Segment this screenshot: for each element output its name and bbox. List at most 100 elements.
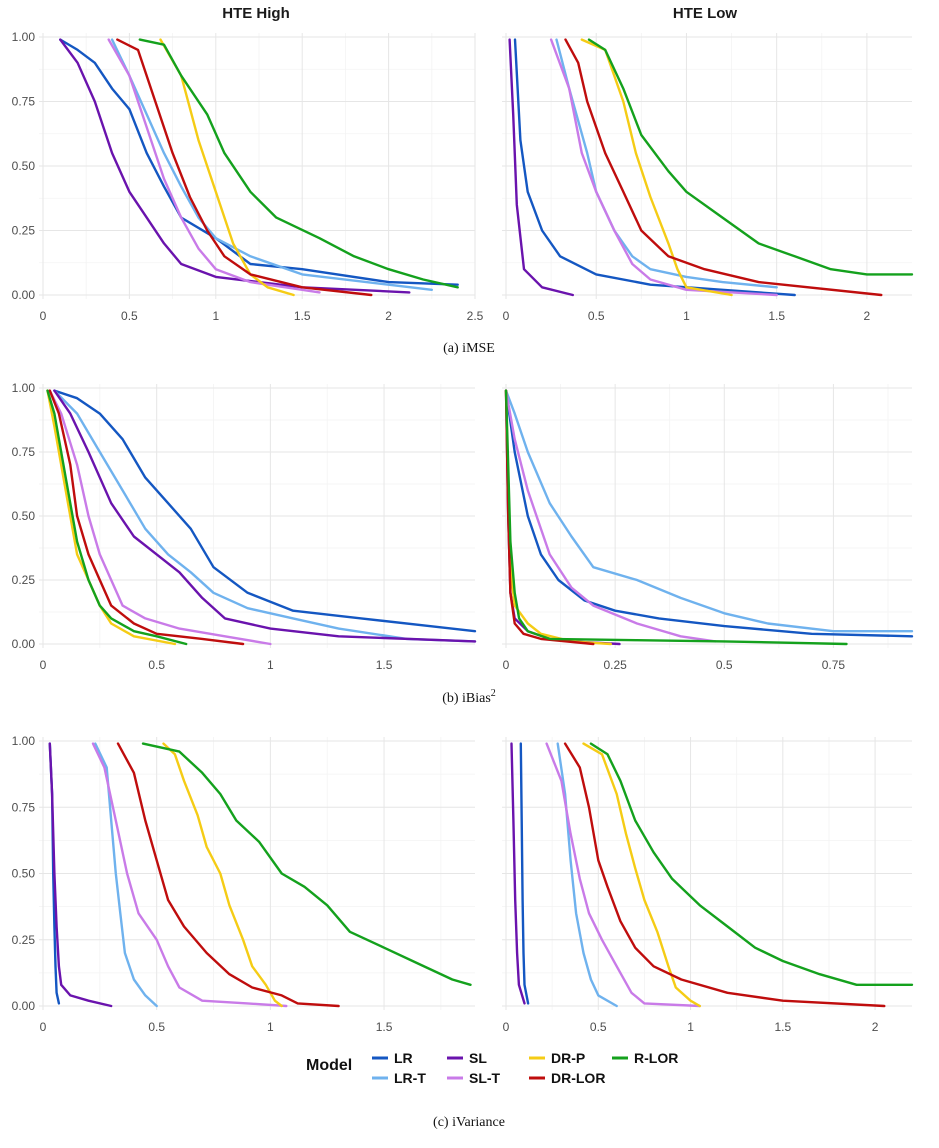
- series-line-sl-t: [545, 742, 701, 1008]
- x-tick-label: 2.5: [467, 309, 484, 323]
- y-tick-label: 0.00: [12, 999, 36, 1013]
- x-tick-label: 0.5: [588, 309, 605, 323]
- series-line-lr-t: [555, 38, 778, 289]
- legend-label-lr: LR: [394, 1050, 413, 1066]
- y-tick-label: 1.00: [12, 381, 36, 395]
- y-tick-label: 0.75: [12, 445, 36, 459]
- series-line-dr-lor: [116, 38, 373, 297]
- x-tick-label: 1.5: [768, 309, 785, 323]
- series-line-dr-p: [582, 742, 701, 1008]
- caption-b: (b) iBias2: [442, 688, 496, 706]
- panels: 0 0.5 1 1.5 2 2.50.000.250.500.751.000 0.5 1 1.5…: [12, 30, 914, 1034]
- y-tick-label: 0.50: [12, 509, 36, 523]
- x-tick-label: 2: [385, 309, 392, 323]
- column-title-hte-high: HTE High: [222, 5, 290, 22]
- series-line-sl: [510, 742, 526, 1005]
- caption-c-text: (c) iVariance: [433, 1115, 505, 1130]
- legend-label-dr-p: DR-P: [551, 1050, 585, 1066]
- x-tick-label: 0.5: [590, 1020, 607, 1034]
- panel-b-left: 0 0.5 1 1.5 0.00 0.25 0.50 0.75 1.00: [12, 381, 477, 672]
- x-tick-label: 0.25: [603, 658, 627, 672]
- series-line-dr-lor: [116, 742, 340, 1008]
- series-line-lr: [59, 38, 459, 286]
- series-line-r-lor: [46, 389, 188, 646]
- legend-item-dr-lor: DR-LOR: [529, 1070, 605, 1086]
- legend-item-lr: LR: [372, 1050, 413, 1066]
- y-tick-label: 0.00: [12, 637, 36, 651]
- x-tick-label: 1: [267, 658, 274, 672]
- x-tick-label: 2: [872, 1020, 879, 1034]
- column-title-hte-low: HTE Low: [673, 5, 737, 22]
- x-tick-label: 0: [40, 1020, 47, 1034]
- y-tick-label: 0.25: [12, 933, 36, 947]
- series-line-r-lor: [504, 389, 848, 646]
- y-tick-label: 0.75: [12, 800, 36, 814]
- series-line-lr: [504, 389, 914, 638]
- legend-item-sl: SL: [447, 1050, 487, 1066]
- legend-title: Model: [306, 1057, 352, 1074]
- legend: Model LR SL DR-P R-LOR LR-T SL-T DR-LOR: [306, 1050, 678, 1086]
- series-line-lr: [519, 742, 530, 1005]
- panel-b-right: 0 0.25 0.5 0.75: [502, 384, 914, 672]
- y-tick-label: 0.50: [12, 867, 36, 881]
- legend-label-sl: SL: [469, 1050, 487, 1066]
- series-line-sl: [48, 742, 113, 1008]
- legend-label-dr-lor: DR-LOR: [551, 1070, 605, 1086]
- series-line-sl: [508, 38, 574, 297]
- series-line-r-lor: [138, 38, 459, 289]
- legend-item-dr-p: DR-P: [529, 1050, 585, 1066]
- series-line-r-lor: [587, 38, 914, 276]
- y-tick-label: 0.25: [12, 224, 36, 238]
- series-line-sl-t: [91, 742, 288, 1008]
- x-tick-label: 1.5: [376, 1020, 393, 1034]
- series-line-r-lor: [589, 742, 914, 986]
- series-line-lr-t: [110, 38, 433, 291]
- x-tick-label: 0.75: [822, 658, 846, 672]
- x-tick-label: 0.5: [148, 1020, 165, 1034]
- caption-b-text: (b) iBias2: [442, 688, 496, 706]
- legend-item-sl-t: SL-T: [447, 1070, 501, 1086]
- series-line-lr-t: [556, 742, 618, 1008]
- x-tick-label: 1.5: [774, 1020, 791, 1034]
- series-line-lr: [53, 389, 477, 633]
- caption-c: (c) iVariance: [433, 1115, 505, 1130]
- series-line-sl-t: [549, 38, 778, 297]
- caption-a: (a) iMSE: [443, 341, 495, 356]
- x-tick-label: 1: [683, 309, 690, 323]
- x-tick-label: 1: [687, 1020, 694, 1034]
- series-line-sl-t: [504, 389, 717, 643]
- x-tick-label: 0.5: [121, 309, 138, 323]
- series-line-sl-t: [107, 38, 321, 294]
- series-line-dr-p: [162, 742, 283, 1008]
- legend-label-sl-t: SL-T: [469, 1070, 501, 1086]
- x-tick-label: 0.5: [148, 658, 165, 672]
- series-line-dr-p: [580, 38, 733, 297]
- panel-a-left: 0 0.5 1 1.5 2 2.5 0.00 0.25 0.50 0.75 1.00: [12, 30, 484, 323]
- legend-item-r-lor: R-LOR: [612, 1050, 678, 1066]
- series-line-dr-p: [159, 38, 295, 297]
- series-line-lr-t: [94, 742, 158, 1008]
- x-tick-label: 0: [40, 309, 47, 323]
- series-line-lr: [513, 38, 796, 297]
- y-tick-label: 0.75: [12, 95, 36, 109]
- x-tick-label: 0: [40, 658, 47, 672]
- series-line-lr-t: [53, 389, 477, 643]
- y-tick-label: 1.00: [12, 30, 36, 44]
- caption-b-superscript: 2: [491, 688, 496, 699]
- series-line-r-lor: [141, 742, 472, 986]
- caption-a-text: (a) iMSE: [443, 341, 495, 356]
- legend-item-lr-t: LR-T: [372, 1070, 426, 1086]
- y-tick-label: 0.00: [12, 288, 36, 302]
- x-tick-label: 1.5: [376, 658, 393, 672]
- x-tick-label: 1: [212, 309, 219, 323]
- x-tick-label: 0: [503, 1020, 510, 1034]
- x-tick-label: 2: [864, 309, 871, 323]
- series-line-dr-lor: [563, 742, 886, 1008]
- x-tick-label: 1: [267, 1020, 274, 1034]
- y-tick-label: 0.25: [12, 573, 36, 587]
- series-line-sl: [53, 389, 477, 643]
- panel-a-right: 0 0.5 1 1.5 2: [502, 33, 914, 323]
- x-tick-label: 1.5: [294, 309, 311, 323]
- series-line-dr-lor: [564, 38, 883, 297]
